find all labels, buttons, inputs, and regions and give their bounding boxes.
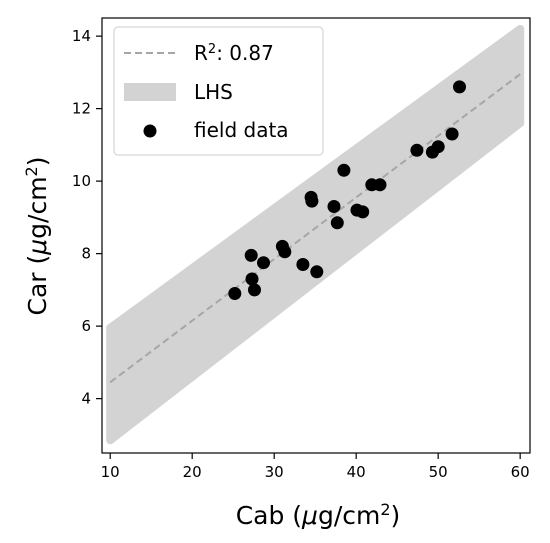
legend-box [113,26,324,156]
data-point [248,283,261,297]
x-tick-label: 10 [101,463,120,481]
data-point [330,216,344,230]
data-point [453,80,466,94]
data-point [245,272,259,286]
data-point [410,143,424,157]
legend-field-data-label: field data [194,118,289,142]
data-point [445,127,459,141]
lhs-band [106,24,525,445]
legend-lhs-label: LHS [194,80,233,104]
x-axis-label: Cab (μg/cm2) [236,500,401,531]
data-point [305,194,319,208]
data-point [431,140,445,154]
x-tick-label: 50 [429,463,448,481]
data-points [228,80,466,300]
data-point [373,178,387,192]
legend-lhs-swatch [124,83,176,101]
y-tick-label: 10 [72,172,91,190]
data-point [278,245,292,259]
data-point [310,265,324,279]
plot-frame [101,17,531,454]
y-tick-label: 4 [81,390,91,408]
x-axis-ticks: 10 20 30 40 50 60 [101,453,530,481]
x-tick-label: 20 [183,463,202,481]
data-point [228,287,242,300]
x-tick-label: 30 [265,463,284,481]
y-tick-label: 6 [81,317,91,335]
data-point [337,163,351,177]
y-axis-label: Car (μg/cm2) [22,156,53,315]
legend-fit-label: R2: 0.87 [194,41,274,65]
fit-line [109,73,521,384]
data-point [327,200,341,213]
y-tick-label: 8 [81,245,91,263]
data-point [257,256,270,270]
data-point [296,258,310,271]
y-tick-label: 14 [72,27,91,45]
legend: R2: 0.87 LHS field data [113,26,324,156]
x-tick-label: 40 [347,463,366,481]
y-axis-ticks: 4 6 8 10 12 14 [72,27,102,408]
data-point [356,205,370,219]
y-tick-label: 12 [72,100,91,118]
x-tick-label: 60 [511,463,530,481]
data-point [244,248,258,262]
legend-field-data-marker [143,124,157,138]
